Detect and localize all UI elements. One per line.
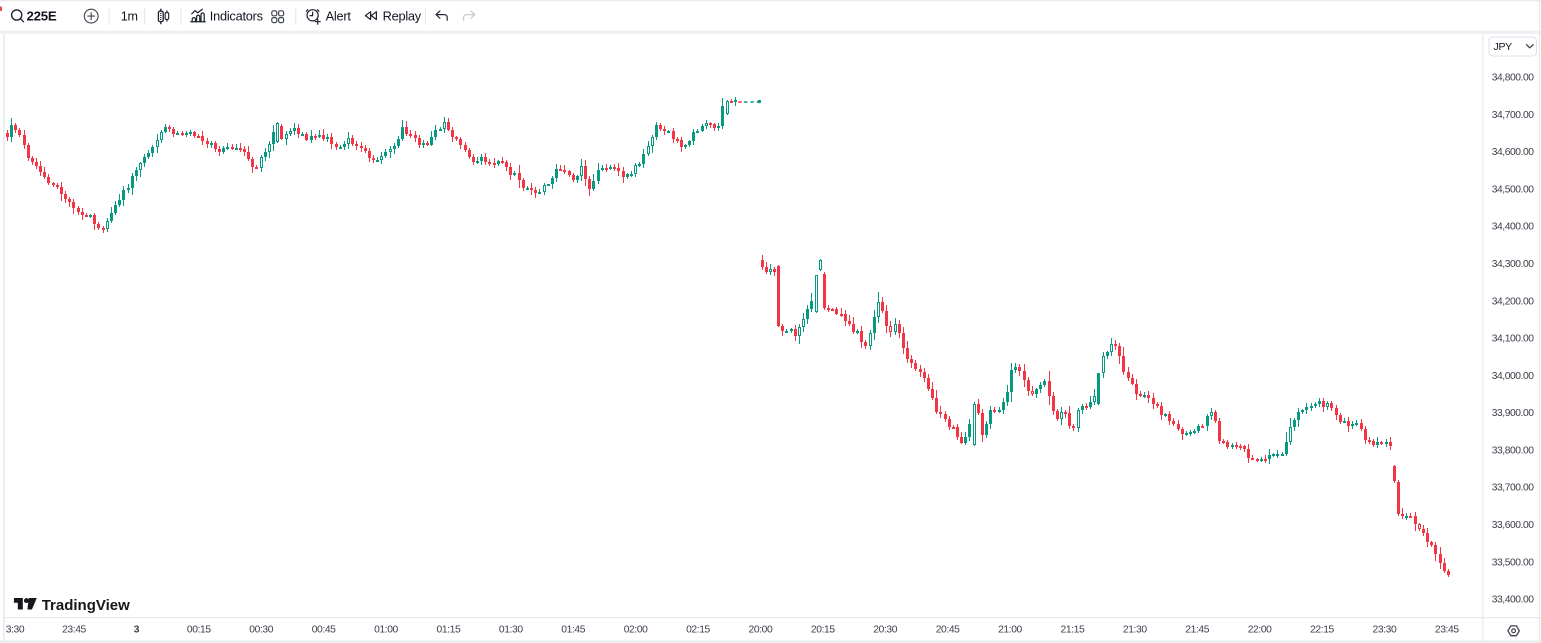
svg-text:21:45: 21:45 <box>1185 625 1209 636</box>
svg-text:34,000.00: 34,000.00 <box>1492 371 1534 382</box>
svg-text:33,600.00: 33,600.00 <box>1492 520 1534 531</box>
svg-text:23:30: 23:30 <box>1373 625 1397 636</box>
svg-text:JPY: JPY <box>1494 41 1513 53</box>
svg-text:33,800.00: 33,800.00 <box>1492 446 1534 457</box>
svg-text:21:30: 21:30 <box>1123 625 1147 636</box>
svg-text:00:15: 00:15 <box>187 625 211 636</box>
svg-text:02:15: 02:15 <box>686 625 710 636</box>
svg-text:33,900.00: 33,900.00 <box>1492 408 1534 419</box>
svg-text:20:45: 20:45 <box>936 625 960 636</box>
svg-text:01:00: 01:00 <box>374 625 398 636</box>
svg-text:33,500.00: 33,500.00 <box>1492 557 1534 568</box>
svg-text:34,200.00: 34,200.00 <box>1492 296 1534 307</box>
svg-text:23:45: 23:45 <box>62 625 86 636</box>
svg-text:34,600.00: 34,600.00 <box>1492 147 1534 158</box>
svg-text:21:15: 21:15 <box>1061 625 1085 636</box>
svg-text:34,300.00: 34,300.00 <box>1492 259 1534 270</box>
svg-text:01:45: 01:45 <box>561 625 585 636</box>
svg-text:Replay: Replay <box>383 9 422 24</box>
svg-text:34,800.00: 34,800.00 <box>1492 73 1534 84</box>
svg-text:22:00: 22:00 <box>1248 625 1272 636</box>
svg-text:02:00: 02:00 <box>624 625 648 636</box>
svg-text:1m: 1m <box>121 9 138 23</box>
svg-text:00:45: 00:45 <box>312 625 336 636</box>
svg-text:00:30: 00:30 <box>249 625 273 636</box>
svg-text:20:15: 20:15 <box>811 625 835 636</box>
svg-text:34,700.00: 34,700.00 <box>1492 110 1534 121</box>
svg-text:34,500.00: 34,500.00 <box>1492 185 1534 196</box>
svg-text:3:30: 3:30 <box>6 625 25 636</box>
svg-text:01:15: 01:15 <box>437 625 461 636</box>
svg-text:21:00: 21:00 <box>998 625 1022 636</box>
svg-text:225E: 225E <box>27 9 57 24</box>
svg-text:23:45: 23:45 <box>1435 625 1459 636</box>
svg-text:22:15: 22:15 <box>1310 625 1334 636</box>
svg-text:20:00: 20:00 <box>749 625 773 636</box>
svg-text:34,100.00: 34,100.00 <box>1492 334 1534 345</box>
svg-text:33,700.00: 33,700.00 <box>1492 483 1534 494</box>
svg-text:Alert: Alert <box>326 9 352 24</box>
svg-text:33,400.00: 33,400.00 <box>1492 595 1534 606</box>
svg-text:01:30: 01:30 <box>499 625 523 636</box>
svg-text:3: 3 <box>134 625 140 636</box>
svg-text:34,400.00: 34,400.00 <box>1492 222 1534 233</box>
svg-text:20:30: 20:30 <box>873 625 897 636</box>
svg-text:TradingView: TradingView <box>42 597 130 614</box>
svg-text:Indicators: Indicators <box>210 9 263 24</box>
